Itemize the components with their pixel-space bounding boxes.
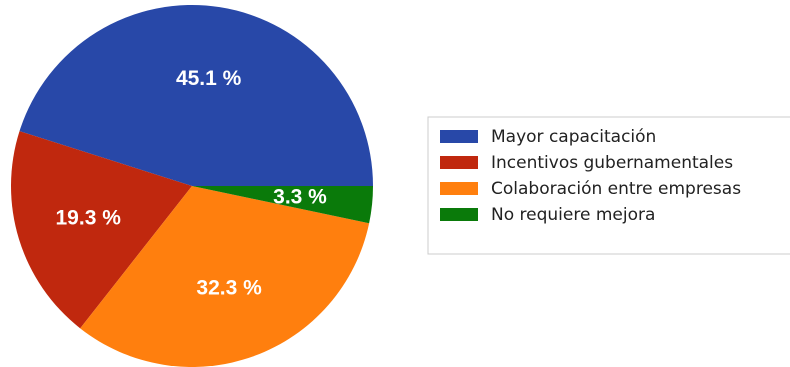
pie-slices bbox=[11, 4, 373, 367]
legend-swatch-1 bbox=[440, 130, 478, 143]
pie-slice-2 bbox=[11, 131, 193, 329]
legend-box bbox=[427, 116, 790, 255]
legend-label-3: Colaboración entre empresas bbox=[491, 179, 741, 199]
legend-label-4: No requiere mejora bbox=[491, 205, 655, 225]
pie-value-label-2: 19.3 % bbox=[56, 206, 122, 229]
pie-slice-3 bbox=[80, 186, 370, 367]
legend: Mayor capacitación Incentivos gubernament… bbox=[427, 116, 790, 255]
pie-value-labels: 45.1 % 19.3 % 32.3 % 3.3 % bbox=[56, 67, 328, 299]
pie-value-label-1: 45.1 % bbox=[176, 67, 242, 90]
pie-value-label-3: 32.3 % bbox=[196, 277, 262, 300]
legend-swatch-3 bbox=[440, 182, 478, 195]
legend-swatch-4 bbox=[440, 208, 478, 221]
legend-swatch-2 bbox=[440, 156, 478, 169]
pie-slice-1 bbox=[19, 4, 373, 187]
pie-value-label-4: 3.3 % bbox=[273, 186, 327, 209]
legend-label-1: Mayor capacitación bbox=[491, 127, 656, 147]
legend-label-2: Incentivos gubernamentales bbox=[491, 153, 733, 173]
pie-slice-4 bbox=[192, 186, 373, 224]
